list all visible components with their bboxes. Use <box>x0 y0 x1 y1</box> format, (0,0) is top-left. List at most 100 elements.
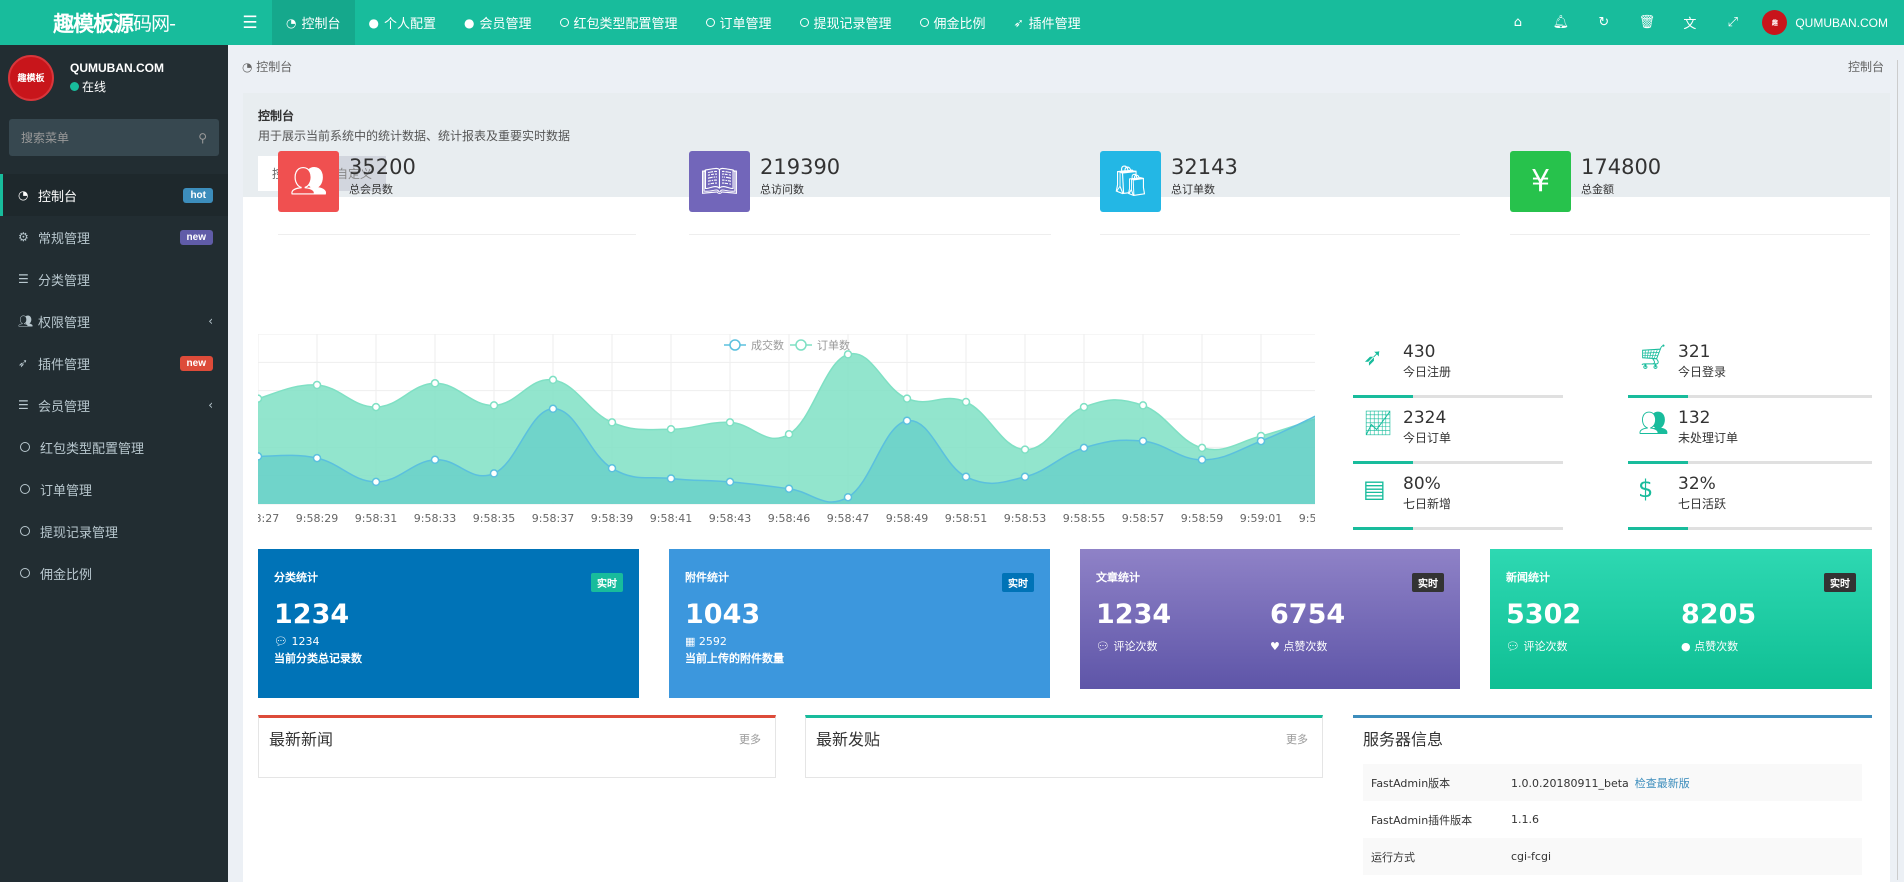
page-title: 控制台 <box>258 109 295 123</box>
users-icon: 👥︎ <box>278 151 339 212</box>
topnav-item-commission[interactable]: 佣金比例 <box>906 0 1000 45</box>
logo[interactable]: 趣模板源 码网- <box>0 0 228 45</box>
data-point <box>489 401 499 410</box>
comment-icon: 💬︎ <box>1506 640 1524 653</box>
user-menu[interactable]: 趣 QUMUBAN.COM <box>1754 10 1904 35</box>
book-icon: 📖︎ <box>689 151 750 212</box>
breadcrumb: ◔ 控制台 <box>242 58 292 75</box>
x-tick-label: 9:58:57 <box>1122 512 1164 525</box>
sidebar-item-orders[interactable]: 订单管理 <box>0 468 228 510</box>
sidebar-item-auth[interactable]: 👥︎ 权限管理 ‹ <box>0 300 228 342</box>
mini-value: 132 <box>1678 408 1711 428</box>
search-input[interactable]: 搜索菜单 ⚲ <box>9 119 219 156</box>
home-icon[interactable]: ⌂ <box>1513 15 1522 30</box>
sidebar-item-label: 常规管理 <box>38 231 91 247</box>
sidebar-item-members[interactable]: ☰ 会员管理 ‹ <box>0 384 228 426</box>
sidebar-item-redpacket[interactable]: 红包类型配置管理 <box>0 426 228 468</box>
card-sub-label: 评论次数 <box>1523 640 1568 653</box>
more-link[interactable]: 更多 <box>1286 733 1308 746</box>
chart-points <box>258 350 1266 502</box>
topnav-item-orders[interactable]: 订单管理 <box>692 0 786 45</box>
language-icon[interactable]: 文 <box>1683 17 1697 32</box>
realtime-badge: 实时 <box>1824 573 1856 592</box>
sidebar-item-dashboard[interactable]: ◔ 控制台 hot <box>0 174 228 216</box>
panel-header: 控制台 用于展示当前系统中的统计数据、统计报表及重要实时数据 控制台 自定义 <box>243 93 1890 197</box>
card-value: 1043 <box>685 599 761 630</box>
box-title: 最新发贴 <box>816 730 881 749</box>
card-sub-label: 点赞次数 <box>1694 640 1739 653</box>
data-point <box>548 404 558 414</box>
topnav-item-redpacket[interactable]: 红包类型配置管理 <box>546 0 692 45</box>
data-point <box>1079 402 1089 412</box>
circle-icon <box>799 18 809 27</box>
circle-icon <box>20 484 30 494</box>
rocket-icon: ➶ <box>18 356 29 370</box>
card-title: 文章统计 <box>1096 571 1140 584</box>
table-key: 运行方式 <box>1371 850 1415 864</box>
search-icon[interactable]: ⚲ <box>198 130 207 145</box>
breadcrumb-right: 控制台 <box>1847 60 1884 74</box>
bell-icon[interactable]: 🔔︎ <box>1552 15 1570 30</box>
new-badge: new <box>179 355 213 371</box>
card-value: 6754 <box>1270 599 1346 630</box>
stat-value: 219390 <box>760 155 841 179</box>
mini-label: 今日注册 <box>1403 365 1452 379</box>
card-sub-value: 1234 <box>291 635 320 648</box>
data-point <box>1197 443 1207 453</box>
card-news-stats: 新闻统计 实时 5302 💬︎ 评论次数 8205 ● 点赞次数 <box>1490 549 1872 689</box>
topnav-item-profile[interactable]: ● 个人配置 <box>355 0 451 45</box>
data-point <box>902 394 912 403</box>
data-point <box>1079 443 1089 453</box>
data-point <box>1197 455 1207 465</box>
new-badge: new <box>179 229 213 245</box>
dashboard-icon: ◔ <box>242 60 257 74</box>
user-icon: ● <box>1681 640 1695 653</box>
refresh-icon[interactable]: ↻ <box>1598 15 1610 30</box>
check-update-link[interactable]: 检查最新版 <box>1634 776 1690 790</box>
sidebar-item-label: 分类管理 <box>38 273 91 289</box>
mini-stat-active: $32% 七日活跃 <box>1628 464 1872 530</box>
data-point <box>312 453 322 463</box>
mini-label: 未处理订单 <box>1678 431 1739 445</box>
topnav-label: 控制台 <box>301 17 341 32</box>
trash-icon[interactable]: 🗑︎ <box>1638 15 1656 30</box>
sidebar-item-withdraw[interactable]: 提现记录管理 <box>0 510 228 552</box>
topnav-item-dashboard[interactable]: ◔ 控制台 <box>272 0 355 45</box>
card-article-stats: 文章统计 实时 1234 💬︎ 评论次数 6754 ♥ 点赞次数 <box>1080 549 1460 689</box>
data-point <box>784 484 794 493</box>
sidebar-item-commission[interactable]: 佣金比例 <box>0 552 228 594</box>
circle-icon <box>20 568 30 578</box>
scrollbar[interactable] <box>1895 56 1904 882</box>
sidebar-item-plugins[interactable]: ➶ 插件管理 new <box>0 342 228 384</box>
stat-orders: 🛍︎ 32143 总订单数 <box>1100 151 1460 235</box>
data-point <box>258 394 263 403</box>
data-point <box>725 418 735 427</box>
series-area <box>258 408 1315 504</box>
fullscreen-icon[interactable]: ⤢ <box>1727 15 1739 30</box>
topnav-item-withdraw[interactable]: 提现记录管理 <box>786 0 906 45</box>
sidebar-item-general[interactable]: ⚙ 常规管理 new <box>0 216 228 258</box>
circle-icon <box>559 18 569 27</box>
x-tick-label: 9:58:33 <box>414 512 456 525</box>
circle-icon <box>919 18 929 27</box>
sidebar-toggle-icon[interactable]: ☰ <box>242 12 258 33</box>
scrollbar-thumb[interactable] <box>1897 60 1901 880</box>
stat-label: 总访问数 <box>760 183 804 196</box>
stat-visits: 📖︎ 219390 总访问数 <box>689 151 1051 235</box>
data-point <box>784 430 794 439</box>
breadcrumb-label: 控制台 <box>256 60 293 74</box>
topnav-item-members[interactable]: ● 会员管理 <box>450 0 546 45</box>
chart-x-labels: 9:58:27 9:58:29 9:58:31 9:58:33 9:58:35 9:58:… <box>258 512 1315 525</box>
mini-stat-login: 🛒︎ 321 今日登录 <box>1628 332 1872 398</box>
sidebar-item-category[interactable]: ☰ 分类管理 <box>0 258 228 300</box>
topnav-label: 红包类型配置管理 <box>573 17 678 32</box>
card-sub-label: 点赞次数 <box>1283 640 1328 653</box>
x-tick-label: 9:58:46 <box>768 512 810 525</box>
data-point <box>607 418 617 427</box>
topnav-item-plugins[interactable]: ➶ 插件管理 <box>1000 0 1095 45</box>
heart-icon: ♥ <box>1270 640 1284 653</box>
sidebar-item-label: 会员管理 <box>38 399 91 415</box>
more-link[interactable]: 更多 <box>739 733 761 746</box>
stat-value: 174800 <box>1581 155 1662 179</box>
data-point <box>843 492 853 502</box>
